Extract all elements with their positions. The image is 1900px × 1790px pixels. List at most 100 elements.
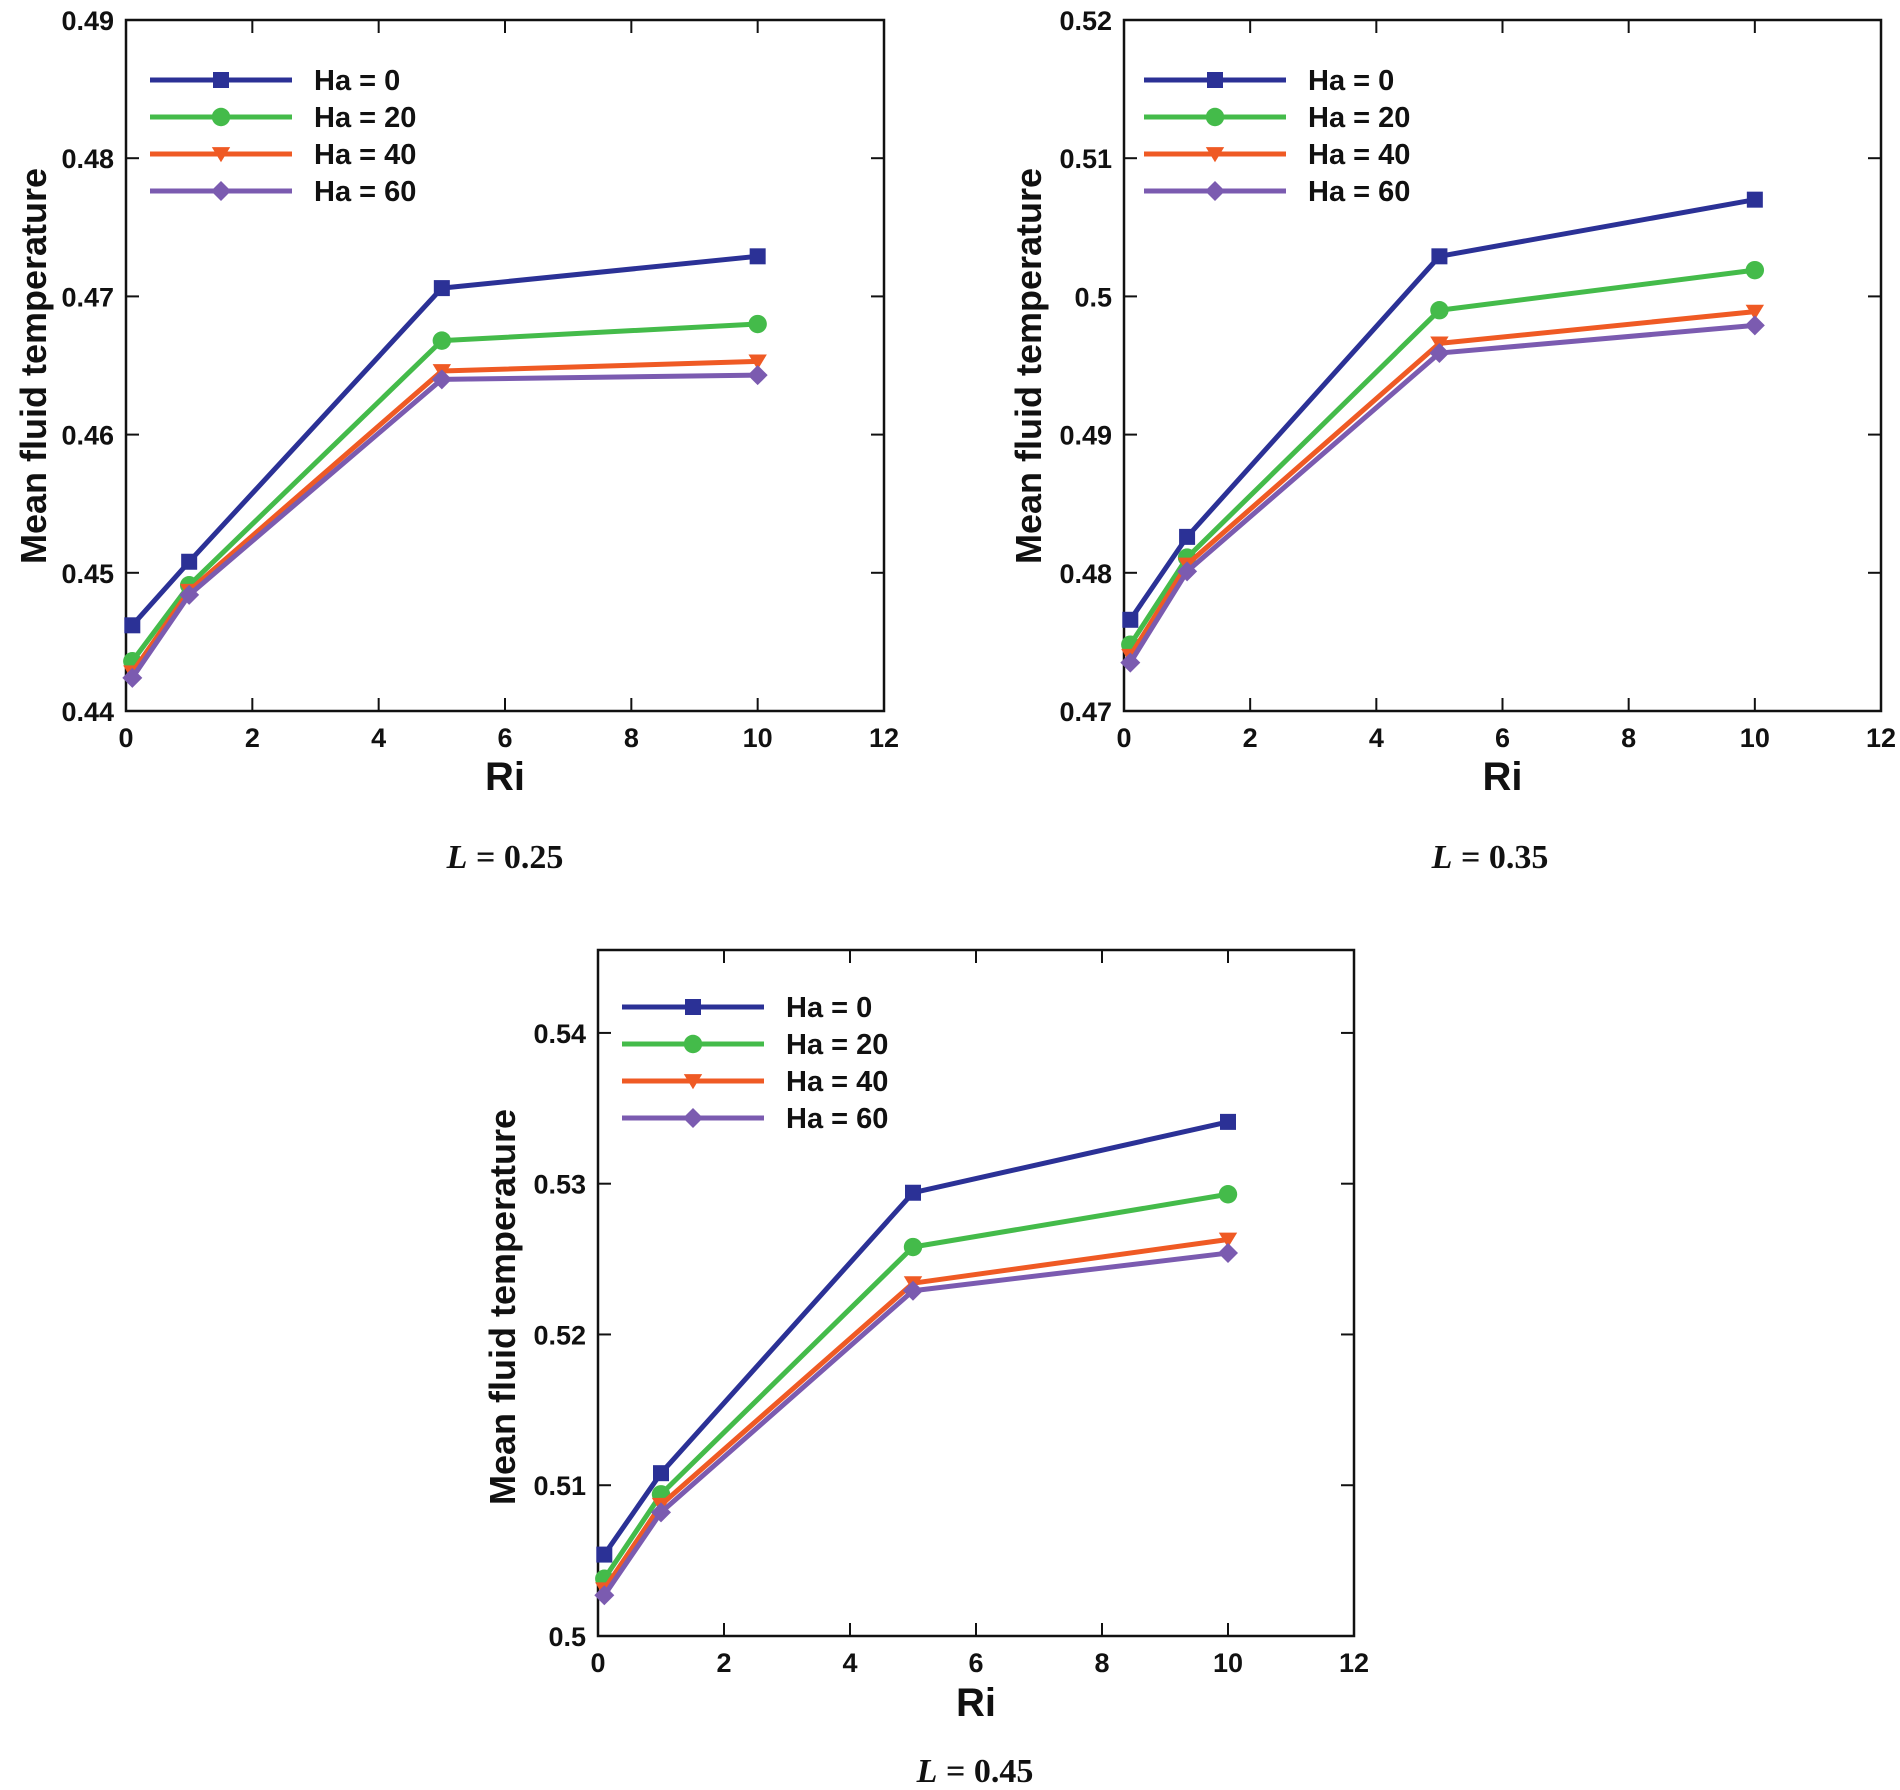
- y-tick-label: 0.5: [548, 1622, 586, 1652]
- data-point: [1179, 528, 1196, 545]
- data-point: [1120, 652, 1141, 673]
- legend-marker: [211, 181, 231, 201]
- legend-item: Ha = 60: [622, 1103, 888, 1135]
- data-point: [903, 1237, 923, 1257]
- series-ha-20: [1121, 260, 1765, 654]
- y-tick-label: 0.44: [61, 697, 114, 727]
- panel-caption-l035: L = 0.35: [1431, 839, 1549, 876]
- x-tick-label: 2: [716, 1648, 731, 1678]
- series-line: [130, 253, 758, 627]
- x-tick-label: 12: [1866, 723, 1896, 753]
- series-ha-60: [122, 365, 768, 688]
- legend-label: Ha = 40: [1308, 139, 1410, 171]
- y-tick-label: 0.45: [61, 559, 114, 589]
- legend-item: Ha = 40: [1144, 139, 1410, 171]
- legend-item: Ha = 0: [150, 65, 400, 97]
- y-tick-label: 0.46: [61, 421, 114, 451]
- data-point: [1122, 611, 1139, 628]
- legend-label: Ha = 60: [786, 1103, 888, 1135]
- x-axis-title: Ri: [485, 755, 525, 799]
- caption-value: = 0.35: [1452, 839, 1548, 876]
- y-axis-title: Mean fluid temperature: [13, 168, 54, 564]
- data-point: [903, 1280, 923, 1301]
- legend-marker: [1207, 72, 1223, 88]
- legend-marker: [1205, 107, 1225, 127]
- legend-label: Ha = 40: [314, 139, 416, 171]
- legend-label: Ha = 60: [314, 176, 416, 208]
- x-tick-label: 6: [497, 723, 512, 753]
- data-point: [433, 280, 450, 297]
- data-point: [748, 314, 767, 334]
- x-axis-title: Ri: [956, 1681, 996, 1725]
- data-point: [748, 354, 767, 370]
- y-tick-label: 0.52: [1059, 6, 1112, 36]
- series-line: [130, 372, 758, 680]
- legend-item: Ha = 20: [622, 1029, 888, 1061]
- legend-item: Ha = 60: [1144, 176, 1410, 208]
- y-axis-title: Mean fluid temperature: [482, 1109, 523, 1505]
- legend-marker: [683, 1034, 703, 1054]
- legend-label: Ha = 20: [1308, 102, 1410, 134]
- series-ha-40: [123, 354, 767, 681]
- legend-item: Ha = 0: [1144, 65, 1394, 97]
- data-point: [1429, 343, 1450, 364]
- caption-value: = 0.45: [937, 1753, 1033, 1790]
- series-line: [602, 1191, 1229, 1581]
- chart-panel-l035: 0 2 4 6 8 10 12 0.47 0.48 0.49 0.5 0.51 0.52 Ri Mean f…: [1008, 6, 1896, 876]
- data-point: [1218, 1185, 1238, 1204]
- data-point: [653, 1465, 669, 1482]
- data-point: [1744, 315, 1765, 336]
- x-tick-label: 8: [624, 723, 639, 753]
- data-point: [1220, 1113, 1236, 1130]
- x-tick-label: 10: [743, 723, 773, 753]
- caption-value: = 0.25: [467, 839, 563, 876]
- legend-label: Ha = 0: [1308, 65, 1394, 97]
- x-tick-label: 2: [1243, 723, 1258, 753]
- x-tick-label: 0: [118, 723, 133, 753]
- x-tick-label: 10: [1740, 723, 1770, 753]
- x-tick-label: 6: [1495, 723, 1510, 753]
- legend-item: Ha = 40: [150, 139, 416, 171]
- series-line: [602, 1237, 1229, 1591]
- series-ha-60: [1120, 315, 1765, 673]
- panel-caption-l045: L = 0.45: [916, 1753, 1034, 1790]
- x-tick-label: 0: [590, 1648, 605, 1678]
- data-point: [749, 248, 766, 265]
- data-point: [181, 553, 198, 570]
- x-tick-label: 12: [869, 723, 899, 753]
- y-tick-label: 0.53: [533, 1170, 586, 1200]
- series-line: [602, 1119, 1229, 1557]
- data-point: [431, 369, 452, 390]
- data-point: [124, 617, 141, 634]
- data-point: [179, 584, 200, 605]
- y-tick-label: 0.48: [1059, 559, 1112, 589]
- series-line: [1128, 267, 1756, 647]
- caption-variable: L: [916, 1753, 938, 1790]
- series-ha-0: [596, 1113, 1236, 1563]
- y-tick-label: 0.49: [1059, 421, 1112, 451]
- legend-marker: [683, 1108, 703, 1128]
- y-axis-title: Mean fluid temperature: [1008, 168, 1049, 564]
- series-line: [130, 358, 758, 674]
- data-point: [1745, 304, 1765, 320]
- y-tick-label: 0.51: [533, 1471, 586, 1501]
- plot-frame: [124, 18, 886, 713]
- data-point: [1430, 301, 1449, 320]
- x-tick-label: 6: [968, 1648, 983, 1678]
- legend-item: Ha = 60: [150, 176, 416, 208]
- series-line: [1128, 322, 1756, 664]
- x-tick-label: 8: [1094, 1648, 1109, 1678]
- y-tick-label: 0.5: [1074, 282, 1112, 312]
- x-tick-label: 0: [1116, 723, 1131, 753]
- data-point: [651, 1502, 671, 1523]
- x-axis-title: Ri: [1483, 755, 1523, 799]
- x-tick-label: 4: [1369, 723, 1384, 753]
- plot-frame: [596, 948, 1356, 1638]
- y-tick-label: 0.54: [533, 1019, 586, 1049]
- chart-panel-l045: 0 2 4 6 8 10 12 0.5 0.51 0.52 0.53 0.54 Ri Mean fluid…: [482, 948, 1369, 1790]
- y-tick-label: 0.52: [533, 1320, 586, 1350]
- data-point: [1177, 561, 1198, 582]
- legend-marker: [211, 147, 231, 163]
- data-point: [1218, 1243, 1238, 1264]
- series-ha-0: [1122, 191, 1763, 628]
